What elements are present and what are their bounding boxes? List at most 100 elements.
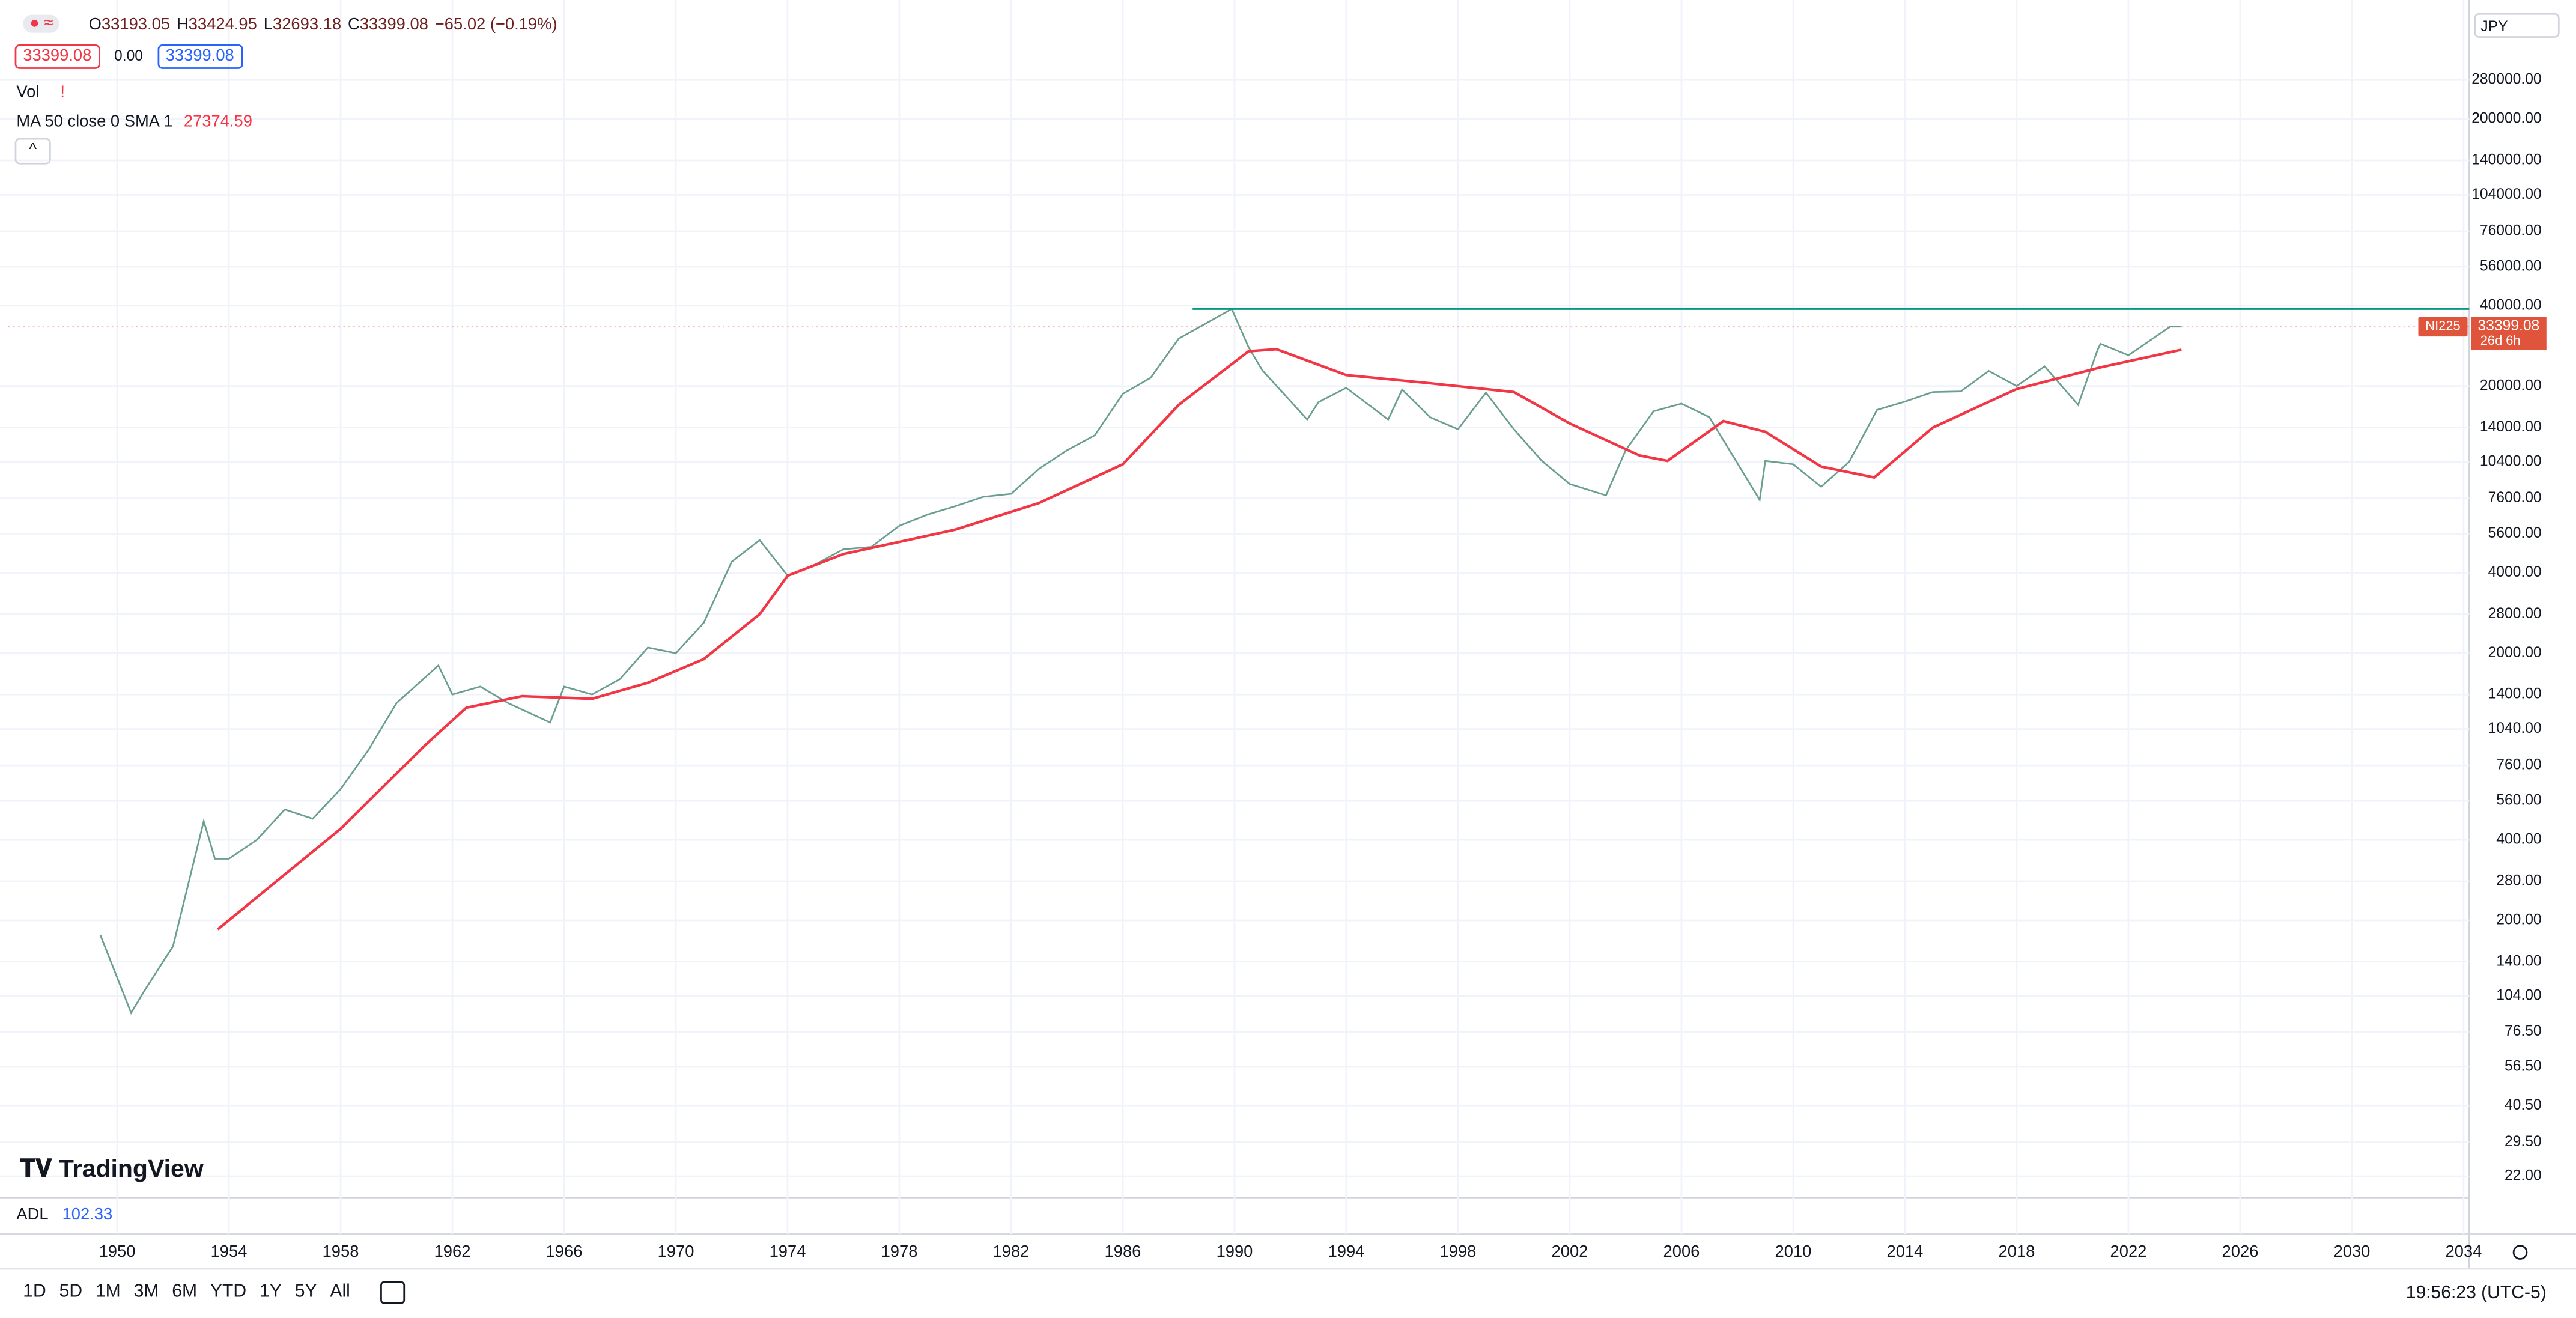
y-tick-label: 7600.00 (2488, 490, 2542, 506)
y-tick-label: 56000.00 (2480, 258, 2542, 274)
bid[interactable]: 33399.08 (14, 44, 100, 69)
symbol-status: ● ≈ (23, 14, 60, 33)
x-tick-label: 1966 (546, 1242, 583, 1260)
ohlc-key: L (263, 16, 273, 35)
y-tick-label: 200.00 (2496, 911, 2541, 928)
quote-row: 33399.08 0.00 33399.08 (14, 44, 243, 69)
y-tick-label: 280000.00 (2471, 71, 2541, 88)
y-tick-label: 20000.00 (2480, 377, 2542, 393)
collapse-button[interactable]: ^ (14, 138, 51, 165)
range-button[interactable]: 6M (172, 1281, 198, 1302)
logo: 𝐓𝐕 TradingView (19, 1155, 204, 1183)
ma-legend: MA 50 close 0 SMA 1 27374.59 (16, 114, 252, 132)
ohlc-value: 33424.95 (188, 16, 257, 35)
ohlc-value: 33399.08 (359, 16, 428, 35)
grid (0, 0, 2470, 1234)
symbol-tag (2418, 317, 2468, 337)
adl-value: 102.33 (62, 1206, 113, 1225)
x-tick-label: 1990 (1217, 1242, 1253, 1260)
y-tick-label: 2000.00 (2488, 645, 2542, 661)
y-tick-label: 560.00 (2496, 792, 2541, 809)
y-tick-label: 400.00 (2496, 831, 2541, 848)
vol: Vol (16, 84, 40, 102)
clock: 19:56:23 (UTC-5) (2405, 1283, 2547, 1304)
ohlc-value: 32693.18 (273, 16, 342, 35)
y-tick-label: 29.50 (2505, 1134, 2542, 1150)
x-tick-label: 2034 (2446, 1242, 2482, 1260)
y-tick-label: 104.00 (2496, 988, 2541, 1004)
y-tick-label: 10400.00 (2480, 454, 2542, 470)
sma-line (217, 348, 2182, 931)
range-button[interactable]: 1M (95, 1281, 121, 1302)
range-button[interactable]: 3M (133, 1281, 159, 1302)
x-tick-label: 2030 (2334, 1242, 2371, 1260)
y-tick-label: 140000.00 (2471, 152, 2541, 168)
currency: JPY (2480, 18, 2508, 35)
y-tick-label: 4000.00 (2488, 564, 2542, 580)
y-tick-label: 56.50 (2505, 1058, 2542, 1075)
x-tick-label: 2026 (2222, 1242, 2259, 1260)
x-tick-label: 1986 (1105, 1242, 1141, 1260)
y-tick-label: 104000.00 (2471, 186, 2541, 202)
y-tick-label: 280.00 (2496, 872, 2541, 888)
y-tick-label: 76000.00 (2480, 222, 2542, 238)
range-button[interactable]: YTD (210, 1281, 247, 1302)
currency-select[interactable]: JPY (2474, 13, 2560, 38)
x-tick-label: 2014 (1887, 1242, 1924, 1260)
x-tick-label: 1998 (1440, 1242, 1477, 1260)
range-button[interactable]: All (330, 1281, 350, 1302)
x-tick-label: 2010 (1775, 1242, 1812, 1260)
y-tick-label: 760.00 (2496, 757, 2541, 773)
y-tick-label: 76.50 (2505, 1023, 2542, 1039)
x-tick-label: 1962 (434, 1242, 471, 1260)
countdown: 26d 6h (2480, 333, 2521, 348)
y-tick-label: 1040.00 (2488, 720, 2542, 736)
ma-value: 27374.59 (183, 113, 252, 132)
adl-label: ADL (16, 1206, 48, 1225)
ma-label: MA 50 close 0 SMA 1 (16, 113, 173, 132)
y-tick-label: 40000.00 (2480, 297, 2542, 313)
logo-text: TradingView (58, 1155, 204, 1183)
range-button[interactable]: 1Y (259, 1281, 282, 1302)
ohlc-key: O (88, 16, 102, 35)
range-button[interactable]: 1D (23, 1281, 46, 1302)
range-button[interactable]: 5D (59, 1281, 83, 1302)
symbol-label: NI225 (2425, 318, 2460, 333)
y-tick-label: 140.00 (2496, 953, 2541, 969)
range-bar: 1D 5D 1M 3M 6M YTD 1Y 5Y All (23, 1282, 363, 1302)
x-tick-label: 1982 (993, 1242, 1030, 1260)
y-tick-label: 2800.00 (2488, 606, 2542, 622)
x-tick-label: 2006 (1663, 1242, 1700, 1260)
x-tick-label: 1974 (770, 1242, 806, 1260)
x-tick-label: 1958 (323, 1242, 359, 1260)
x-tick-label: 1954 (211, 1242, 248, 1260)
ohlc-key: C (348, 16, 360, 35)
ohlc-change: −65.02 (−0.19%) (434, 16, 557, 35)
settings-icon[interactable] (2512, 1245, 2528, 1260)
price-tag (2470, 317, 2547, 350)
x-tick-label: 1994 (1328, 1242, 1365, 1260)
x-tick-label: 1950 (99, 1242, 136, 1260)
date-range-icon[interactable] (380, 1281, 406, 1304)
y-tick-label: 22.00 (2505, 1168, 2542, 1184)
y-tick-label: 1400.00 (2488, 686, 2542, 702)
adl-legend: ADL 102.33 (16, 1206, 112, 1224)
y-tick-label: 200000.00 (2471, 111, 2541, 127)
ohlc-key: H (176, 16, 189, 35)
price-line (99, 308, 2182, 1015)
x-tick-label: 2002 (1552, 1242, 1588, 1260)
y-tick-label: 40.50 (2505, 1097, 2542, 1113)
x-tick-label: 2018 (1999, 1242, 2035, 1260)
ask[interactable]: 33399.08 (157, 44, 243, 69)
ohlc-value: 33193.05 (101, 16, 171, 35)
range-button[interactable]: 5Y (294, 1281, 317, 1302)
price-label: 33399.08 (2478, 318, 2540, 334)
ohlc-legend: O33193.05 H33424.95 L32693.18 C33399.08 −65.… (89, 16, 557, 34)
y-tick-label: 14000.00 (2480, 419, 2542, 435)
x-tick-label: 1970 (658, 1242, 694, 1260)
y-tick-label: 5600.00 (2488, 525, 2542, 541)
